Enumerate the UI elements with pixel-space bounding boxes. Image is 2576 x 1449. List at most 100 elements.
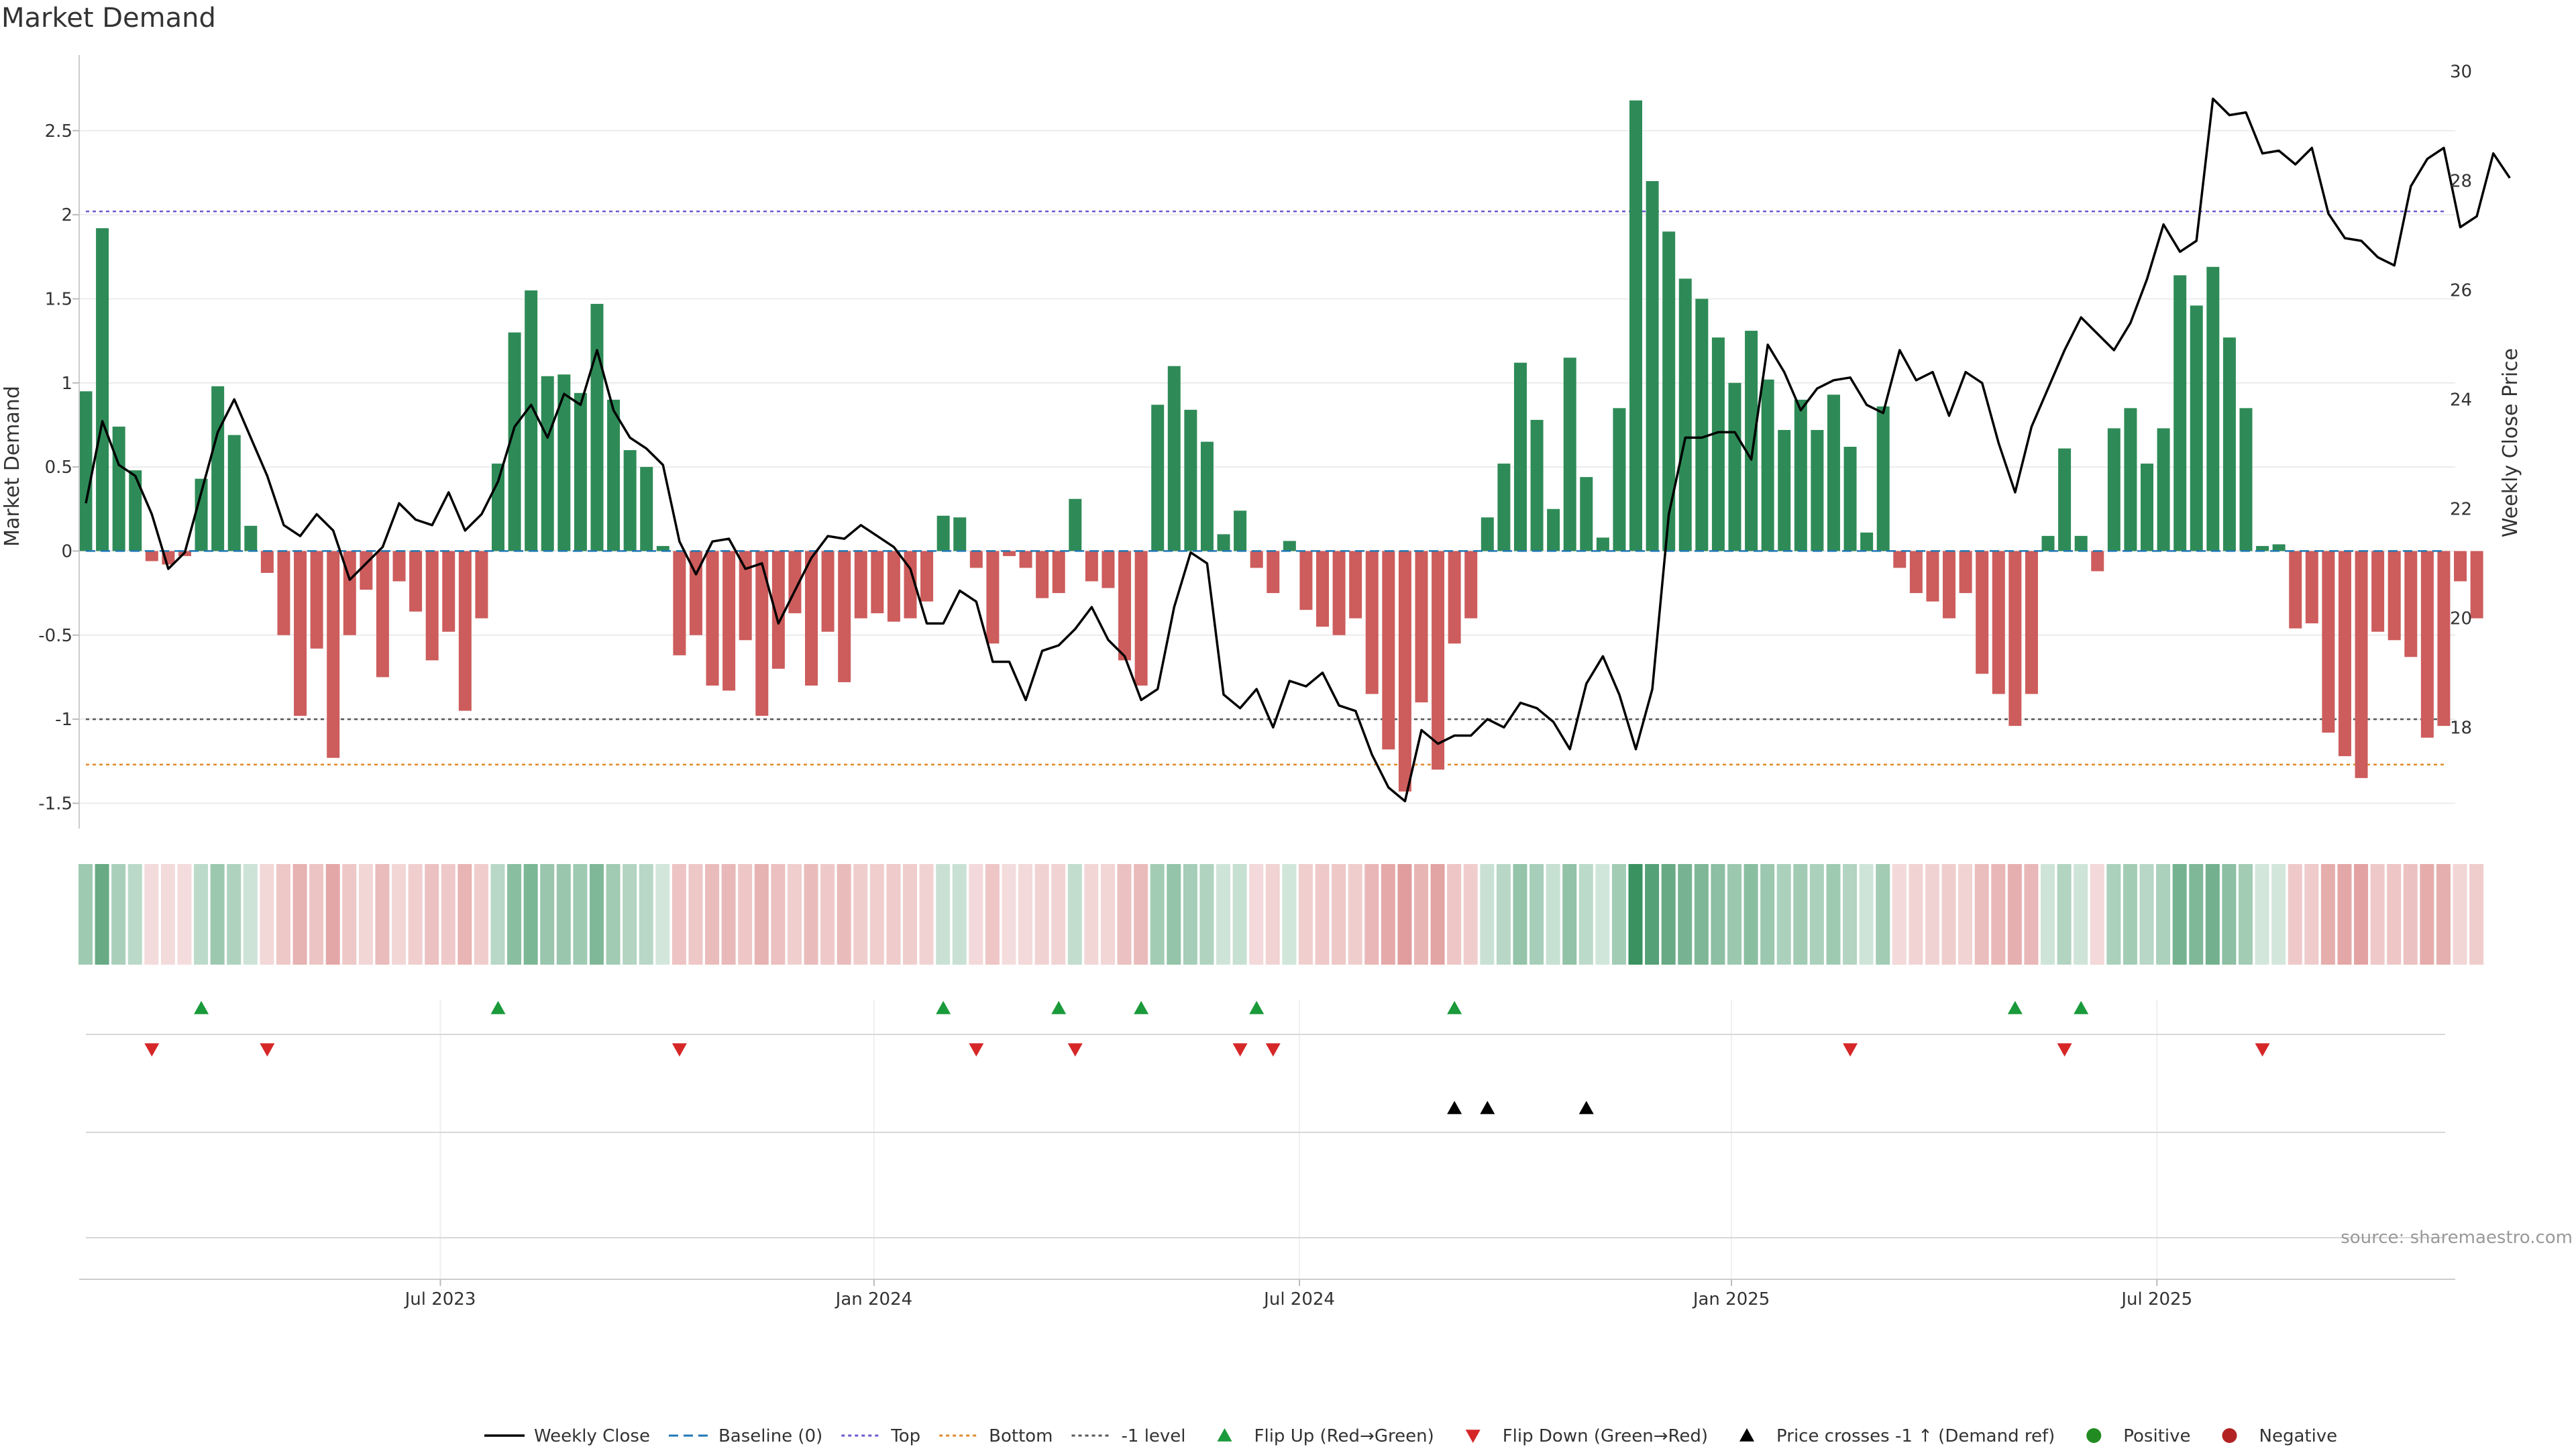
positive-bar <box>2222 337 2236 551</box>
negative-bar <box>722 551 736 691</box>
positive-bar <box>1794 399 1807 551</box>
heat-cell <box>1430 864 1445 965</box>
left-tick-label: -0.5 <box>38 626 72 646</box>
positive-bar <box>541 376 554 551</box>
heat-cell <box>2222 864 2237 965</box>
date-tick-label: Jan 2025 <box>1692 1289 1770 1309</box>
positive-bar <box>2272 544 2286 551</box>
heat-cell <box>490 864 505 965</box>
heat-cell <box>1513 864 1527 965</box>
heat-cell <box>425 864 439 965</box>
right-axis-ticks: 18 20 22 24 26 28 30 <box>2450 62 2472 738</box>
positive-bar <box>2041 535 2055 551</box>
negative-bar <box>1002 551 1016 556</box>
heat-cell <box>1809 864 1824 965</box>
flip-down-marker <box>1843 1043 1858 1057</box>
negative-bar <box>838 551 851 682</box>
heat-cell <box>1100 864 1115 965</box>
negative-bar <box>2355 551 2368 778</box>
source-note: source: sharemaestro.com <box>2341 1228 2573 1248</box>
heat-cell <box>2255 864 2269 965</box>
heat-cell <box>2007 864 2022 965</box>
right-axis-label: Weekly Close Price <box>2499 348 2522 537</box>
heat-cell <box>985 864 1000 965</box>
positive-bar <box>1876 406 1890 551</box>
legend-swatch <box>1739 1428 1755 1442</box>
heat-cell <box>408 864 423 965</box>
legend-label: Flip Up (Red→Green) <box>1254 1426 1434 1446</box>
heat-cell <box>639 864 653 965</box>
date-tick-label: Jul 2024 <box>1263 1289 1335 1309</box>
positive-bar <box>195 478 208 551</box>
positive-bar <box>623 450 637 551</box>
heat-cell <box>1265 864 1280 965</box>
heat-cell <box>1711 864 1725 965</box>
heat-cell <box>1183 864 1197 965</box>
heat-cell <box>754 864 769 965</box>
heat-cell <box>589 864 604 965</box>
heat-cell <box>705 864 720 965</box>
positive-bar <box>129 470 142 551</box>
positive-bar <box>1860 532 1874 551</box>
positive-bar <box>1234 511 1247 551</box>
flip-up-marker <box>1447 1001 1462 1014</box>
heat-cell <box>1232 864 1247 965</box>
flip-down-marker <box>672 1043 687 1057</box>
heat-cell <box>1167 864 1181 965</box>
legend-label: Baseline (0) <box>718 1426 822 1446</box>
positive-bar <box>492 464 504 551</box>
heat-cell <box>573 864 588 965</box>
heat-cell <box>1925 864 1939 965</box>
date-axis-ticks: Jul 2023 Jan 2024 Jul 2024 Jan 2025 Jul 2025 <box>404 1279 2192 1309</box>
negative-bar <box>310 551 323 649</box>
negative-bar <box>821 551 835 632</box>
heat-cell <box>688 864 703 965</box>
negative-bar <box>1250 551 1263 568</box>
heat-cell <box>2304 864 2319 965</box>
negative-bar <box>969 551 983 568</box>
legend-item-flip_down: Flip Down (Green→Red) <box>1465 1426 1708 1446</box>
heat-cell <box>358 864 373 965</box>
heat-cell <box>721 864 736 965</box>
heat-cell <box>111 864 126 965</box>
positive-bar <box>936 515 950 551</box>
heat-cell <box>177 864 192 965</box>
heat-cell <box>606 864 621 965</box>
positive-bar <box>1761 379 1774 551</box>
positive-bar <box>1646 180 1659 551</box>
heat-cell <box>1843 864 1858 965</box>
date-tick-label: Jul 2025 <box>2120 1289 2192 1309</box>
heat-cell <box>458 864 472 965</box>
positive-bar <box>508 332 521 551</box>
heat-cell <box>260 864 274 965</box>
heat-cell <box>2420 864 2434 965</box>
legend-label: Price crosses -1 ↑ (Demand ref) <box>1776 1426 2055 1446</box>
legend-swatch <box>2222 1428 2237 1443</box>
heat-cell <box>1958 864 1973 965</box>
heat-cell <box>1496 864 1511 965</box>
heat-cell <box>342 864 357 965</box>
heat-cell <box>160 864 175 965</box>
flip-down-marker <box>144 1043 160 1057</box>
positive-bar <box>1728 382 1741 551</box>
negative-bar <box>1118 551 1132 661</box>
heat-cell <box>2238 864 2253 965</box>
positive-bar <box>2174 275 2187 551</box>
positive-bar <box>1695 299 1709 551</box>
heat-cell <box>2436 864 2451 965</box>
heat-cell <box>787 864 802 965</box>
legend-item-neg_one: -1 level <box>1071 1426 1186 1446</box>
heat-cell <box>1974 864 1989 965</box>
heat-cell <box>95 864 109 965</box>
positive-bar <box>1283 541 1296 551</box>
legend-item-baseline: Baseline (0) <box>668 1426 822 1446</box>
negative-bar <box>1332 551 1346 635</box>
positive-bar <box>112 426 125 551</box>
legend-item-negative: Negative <box>2222 1426 2337 1446</box>
positive-bar <box>227 435 241 551</box>
heat-cell <box>2370 864 2385 965</box>
positive-bar <box>1662 231 1676 551</box>
heat-cell <box>292 864 307 965</box>
heat-cell <box>1413 864 1428 965</box>
